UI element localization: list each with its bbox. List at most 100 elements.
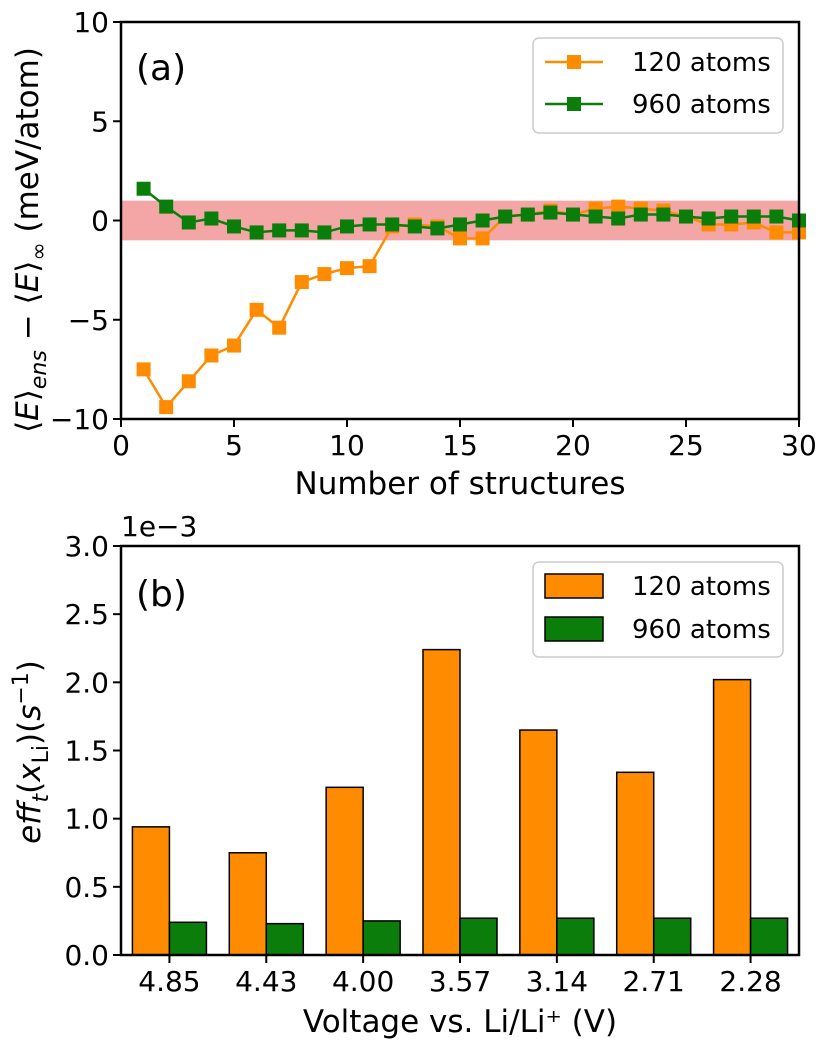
panel-a-series [136,181,806,415]
bar [556,917,595,956]
data-point [543,205,558,220]
data-point [701,211,716,226]
y-tick-label: 5 [91,105,109,138]
data-point [249,225,264,240]
x-tick-label: 3.14 [526,965,588,998]
panel-a-ticks: 0 5 10 15 20 25 30 −10 −5 0 5 10 [50,6,817,462]
data-point [407,219,422,234]
data-point [588,209,603,224]
legend-label-960: 960 atoms [632,90,771,120]
data-point [227,219,241,234]
data-point [317,267,332,282]
y-tick-label: 0 [91,205,109,238]
panel-a-label: (a) [136,48,186,89]
data-point [385,217,400,232]
y-tick-label: 1.0 [64,803,109,836]
y-tick-label: −5 [68,304,109,337]
data-point [724,209,739,224]
data-point [769,225,784,240]
panel-b-ylabel: efft(xLi)(s−1) [9,660,54,844]
data-point [136,181,151,196]
y-tick-label: 2.5 [64,598,109,631]
x-tick-label: 2.71 [623,965,685,998]
panel-a-xlabel: Number of structures [295,466,626,502]
data-point [633,207,648,222]
data-point [136,362,151,377]
panel-b-offset-text: 1e−3 [121,510,197,543]
data-point [453,217,467,232]
panel-a-frame [119,20,801,421]
data-point [181,215,196,230]
x-tick-label: 10 [329,429,365,462]
data-point [475,231,490,246]
y-tick-label: 3.0 [64,530,109,563]
panel-b-legend: 120 atoms 960 atoms [532,561,784,658]
panel-b: 4.85 4.43 4.00 3.57 3.14 2.71 2.28 0.0 0.5 1.0 1.5… [9,510,801,1040]
y-tick-label: 2.0 [64,666,109,699]
x-tick-label: 2.28 [719,965,781,998]
panel-b-bars [131,648,789,956]
bar [325,786,364,956]
data-point [227,338,241,353]
data-point [566,207,580,222]
panel-b-ticks: 4.85 4.43 4.00 3.57 3.14 2.71 2.28 0.0 0.5 1.0 1.5… [64,530,781,998]
bar [362,920,401,956]
data-point [520,207,535,222]
legend-swatch-960 [544,616,604,642]
legend-label-120: 120 atoms [632,48,771,78]
y-tick-label: 10 [73,6,109,39]
y-tick-label: 1.5 [64,735,109,768]
data-point [679,209,693,224]
x-tick-label: 30 [781,429,817,462]
data-point [430,221,445,236]
legend-marker-960 [567,97,581,111]
data-point [611,211,626,226]
bar [228,852,268,956]
panel-b-label: (b) [136,574,187,615]
data-point [340,261,354,276]
bar [712,678,752,956]
data-point [272,223,287,238]
data-point [272,320,287,335]
x-tick-label: 4.85 [138,965,200,998]
bar [519,729,558,956]
data-point [204,211,219,226]
panel-b-frame [119,544,801,957]
y-tick-label: −10 [50,403,109,436]
panel-b-xlabel: Voltage vs. Li/Li⁺ (V) [303,1004,617,1040]
data-point [362,217,377,232]
legend-swatch-120 [544,573,604,599]
data-point [362,259,377,274]
data-point [317,225,332,240]
data-point [204,348,219,363]
data-point [159,199,174,214]
x-tick-label: 20 [555,429,591,462]
data-point [746,209,761,224]
y-tick-label: 0.0 [64,939,109,972]
data-point [340,219,354,234]
x-tick-label: 4.43 [235,965,297,998]
data-point [249,302,264,317]
bar [131,826,171,956]
data-point [656,207,671,222]
data-point [769,209,784,224]
bar [265,922,305,956]
bar [749,917,789,956]
bar [652,917,692,956]
data-point [294,275,309,290]
data-point [453,231,467,246]
data-point [181,374,196,389]
data-point [475,213,490,228]
bar [168,921,208,956]
x-tick-label: 3.57 [429,965,491,998]
legend-label-120: 120 atoms [632,572,771,602]
panel-a-ylabel: ⟨E⟩ens − ⟨E⟩∞ (meV/atom) [10,47,52,433]
panel-a-legend: 120 atoms 960 atoms [532,37,784,134]
legend-marker-120 [567,55,581,69]
data-point [611,199,626,214]
x-tick-label: 5 [225,429,243,462]
x-tick-label: 25 [668,429,704,462]
data-point [294,223,309,238]
bar [459,917,498,956]
